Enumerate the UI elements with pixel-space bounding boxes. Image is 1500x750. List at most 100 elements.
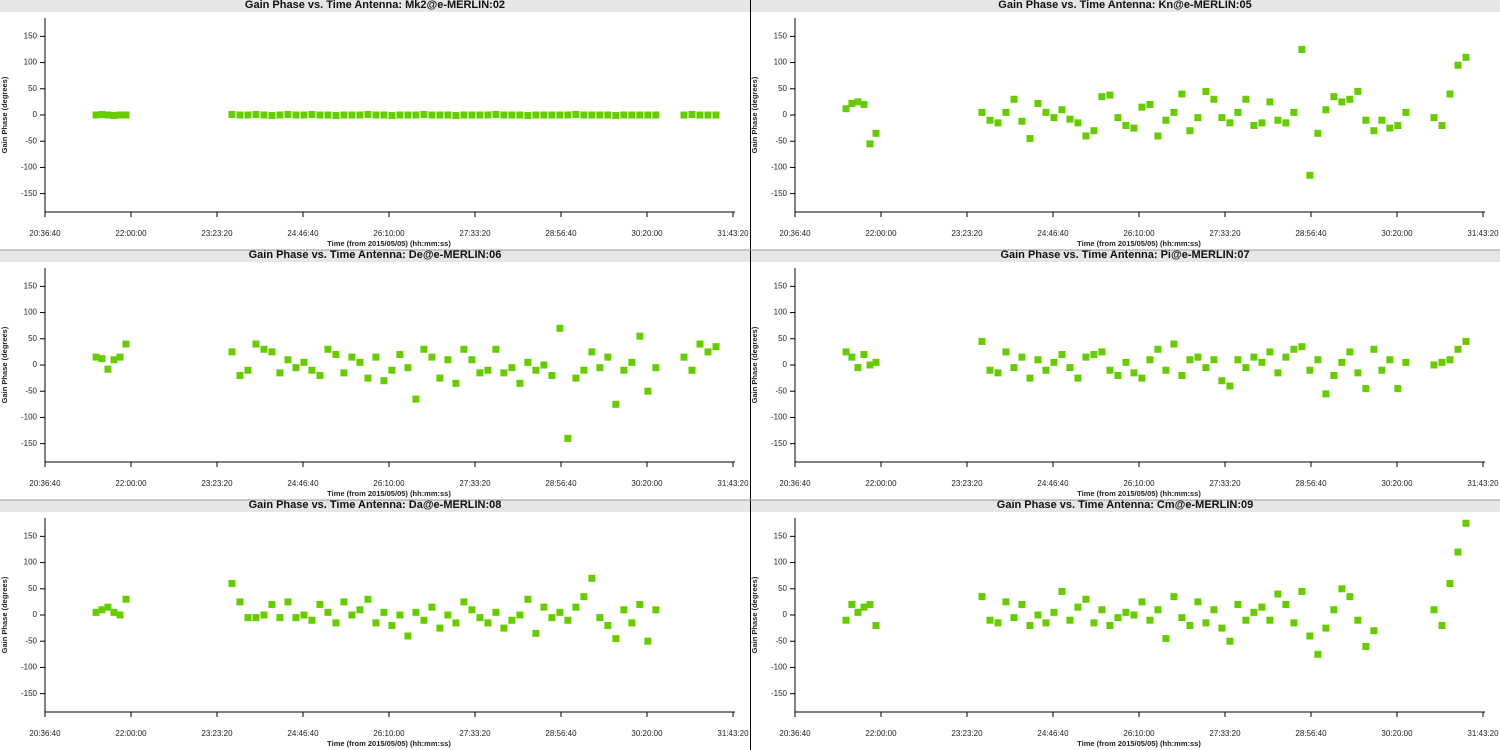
data-point [396,351,404,359]
data-point [1298,343,1306,351]
data-point [1194,114,1202,122]
y-tick-label: 100 [774,308,788,317]
x-tick-label: 23:23:20 [201,479,233,488]
data-point [228,110,236,118]
data-point [1026,621,1034,629]
data-point [532,111,540,119]
x-tick-label: 20:36:40 [29,729,61,738]
data-point [276,614,284,622]
data-point [848,601,856,609]
x-tick-label: 27:33:20 [1209,479,1241,488]
data-point [1050,114,1058,122]
data-point [1298,45,1306,53]
data-point [986,616,994,624]
data-point [452,379,460,387]
x-tick-label: 26:10:00 [373,729,405,738]
data-point [1114,614,1122,622]
data-point [420,616,428,624]
data-point [1066,115,1074,123]
data-point [1266,616,1274,624]
data-point [628,619,636,627]
data-point [276,111,284,119]
data-point [1098,606,1106,614]
x-tick-label: 31:43:20 [717,229,749,238]
data-point [1018,353,1026,361]
y-tick-label: -50 [25,136,37,145]
data-point [316,111,324,119]
data-point [1378,116,1386,124]
x-tick-label: 28:56:40 [1295,229,1327,238]
y-axis-label: Gain Phase (degrees) [750,76,759,153]
panel-title: Gain Phase vs. Time Antenna: Pi@e-MERLIN… [1000,249,1249,261]
data-point [1002,108,1010,116]
data-point [1402,358,1410,366]
data-point [1194,598,1202,606]
data-point [316,601,324,609]
data-point [572,110,580,118]
data-point [500,111,508,119]
x-tick-label: 28:56:40 [545,229,577,238]
x-tick-label: 23:23:20 [951,229,983,238]
data-point [1098,93,1106,101]
data-point [1146,356,1154,364]
x-tick-label: 31:43:20 [717,729,749,738]
x-tick-label: 28:56:40 [1295,729,1327,738]
data-point [484,619,492,627]
panel: Gain Phase vs. Time Antenna: Mk2@e-MERLI… [0,0,750,248]
data-point [110,112,118,120]
y-tick-label: 50 [28,84,37,93]
x-tick-label: 27:33:20 [459,729,491,738]
x-tick-label: 30:20:00 [1381,229,1413,238]
data-point [1226,637,1234,645]
data-point [1338,98,1346,106]
data-point [284,110,292,118]
data-point [1282,601,1290,609]
data-point [1106,621,1114,629]
data-point [1162,366,1170,374]
data-point [292,614,300,622]
data-point [388,112,396,120]
data-point [1162,116,1170,124]
x-tick-label: 20:36:40 [29,479,61,488]
y-tick-label: 100 [24,308,38,317]
data-point [524,112,532,120]
data-point [1010,95,1018,103]
y-tick-label: 150 [774,531,788,540]
data-point [604,353,612,361]
y-tick-label: -150 [21,189,38,198]
data-point [1202,364,1210,372]
data-point [122,111,130,119]
data-point [612,112,620,120]
data-point [1154,345,1162,353]
data-point [1018,117,1026,125]
data-point [1346,95,1354,103]
data-point [1290,108,1298,116]
data-point [236,598,244,606]
data-point [1066,616,1074,624]
data-point [866,601,874,609]
data-point [492,110,500,118]
data-point [308,110,316,118]
data-point [1266,98,1274,106]
data-point [1018,601,1026,609]
data-point [116,611,124,619]
data-point [556,324,564,332]
x-tick-label: 20:36:40 [29,229,61,238]
data-point [98,110,106,118]
data-point [596,614,604,622]
data-point [364,374,372,382]
data-point [1202,87,1210,95]
panel-title: Gain Phase vs. Time Antenna: Kn@e-MERLIN… [998,0,1251,11]
data-point [340,598,348,606]
data-point [372,111,380,119]
data-point [364,110,372,118]
title-bar [750,0,1500,12]
data-point [860,351,868,359]
data-point [372,619,380,627]
data-point [1186,127,1194,135]
data-point [104,365,112,373]
data-point [500,624,508,632]
data-point [1370,627,1378,635]
data-point [1338,358,1346,366]
data-point [612,400,620,408]
